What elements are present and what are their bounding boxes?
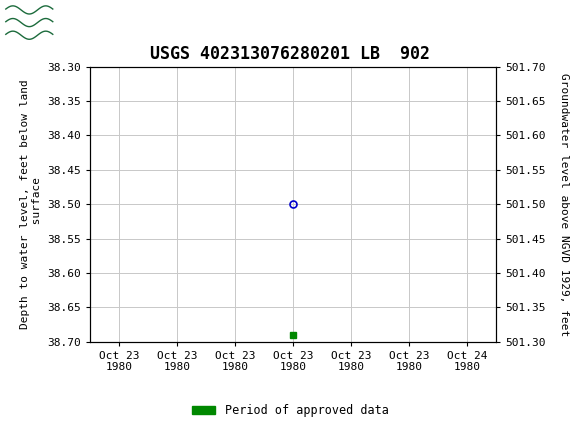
Y-axis label: Depth to water level, feet below land
 surface: Depth to water level, feet below land su… bbox=[20, 80, 42, 329]
Text: USGS: USGS bbox=[63, 12, 126, 33]
FancyBboxPatch shape bbox=[5, 3, 54, 42]
Y-axis label: Groundwater level above NGVD 1929, feet: Groundwater level above NGVD 1929, feet bbox=[559, 73, 570, 336]
Text: USGS 402313076280201 LB  902: USGS 402313076280201 LB 902 bbox=[150, 45, 430, 63]
Legend: Period of approved data: Period of approved data bbox=[187, 399, 393, 422]
